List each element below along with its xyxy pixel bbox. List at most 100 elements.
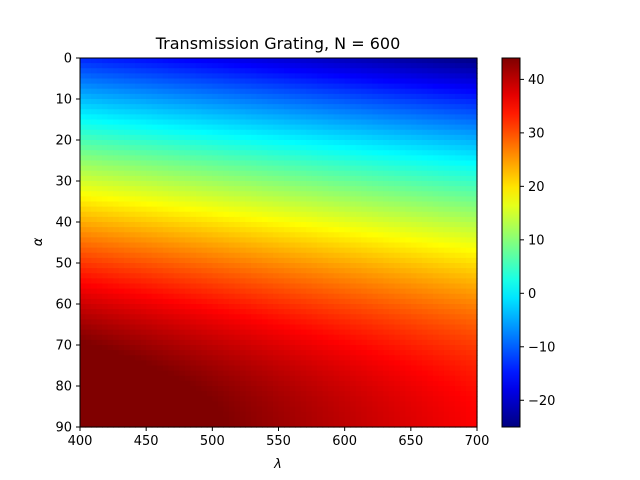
heatmap-cell — [416, 401, 423, 408]
heatmap-cell — [284, 365, 291, 372]
heatmap-cell — [168, 242, 175, 249]
heatmap-cell — [344, 247, 351, 254]
heatmap-cell — [311, 263, 318, 269]
heatmap-cell — [465, 334, 473, 341]
heatmap-cell — [449, 242, 456, 249]
heatmap-cell — [195, 283, 202, 290]
heatmap-cell — [438, 109, 445, 115]
heatmap-cell — [107, 350, 114, 356]
heatmap-cell — [405, 319, 412, 326]
heatmap-cell — [256, 78, 263, 85]
heatmap-cell — [366, 288, 373, 295]
heatmap-cell — [91, 411, 98, 418]
heatmap-cell — [96, 155, 103, 162]
heatmap-cell — [339, 401, 346, 408]
heatmap-cell — [179, 283, 186, 290]
heatmap-cell — [190, 191, 197, 197]
heatmap-cell — [85, 181, 92, 187]
heatmap-cell — [256, 283, 263, 290]
heatmap-cell — [416, 109, 423, 115]
heatmap-cell — [366, 93, 373, 100]
heatmap-cell — [350, 232, 357, 238]
heatmap-cell — [102, 273, 109, 279]
heatmap-cell — [355, 237, 362, 244]
heatmap-cell — [234, 73, 241, 80]
heatmap-cell — [339, 293, 346, 300]
heatmap-cell — [267, 191, 274, 197]
heatmap-cell — [394, 129, 401, 136]
heatmap-cell — [366, 78, 373, 85]
heatmap-cell — [157, 73, 164, 80]
heatmap-cell — [438, 401, 445, 408]
heatmap-cell — [212, 99, 219, 105]
heatmap-cell — [311, 329, 318, 336]
heatmap-cell — [361, 109, 368, 115]
heatmap-cell — [91, 365, 98, 372]
heatmap-cell — [146, 304, 153, 310]
heatmap-cell — [443, 355, 451, 361]
heatmap-cell — [377, 206, 384, 213]
heatmap-cell — [350, 329, 357, 336]
heatmap-cell — [344, 104, 351, 110]
heatmap-cell — [96, 222, 103, 228]
heatmap-cell — [438, 119, 445, 126]
heatmap-cell — [465, 68, 473, 74]
heatmap-cell — [107, 83, 114, 90]
heatmap-cell — [284, 114, 291, 121]
heatmap-cell — [278, 93, 285, 100]
heatmap-cell — [465, 181, 473, 187]
heatmap-cell — [443, 211, 451, 218]
heatmap-cell — [344, 242, 351, 249]
heatmap-cell — [322, 288, 329, 295]
heatmap-cell — [272, 155, 280, 162]
heatmap-cell — [289, 237, 296, 244]
heatmap-cell — [80, 196, 87, 203]
heatmap-cell — [190, 396, 197, 402]
heatmap-cell — [306, 350, 313, 356]
heatmap-cell — [80, 222, 87, 228]
heatmap-cell — [206, 298, 213, 305]
heatmap-cell — [261, 181, 269, 187]
heatmap-cell — [124, 350, 131, 356]
heatmap-cell — [195, 206, 202, 213]
heatmap-cell — [306, 170, 313, 177]
heatmap-cell — [272, 386, 280, 392]
heatmap-cell — [261, 63, 269, 69]
heatmap-cell — [102, 109, 109, 115]
heatmap-cell — [471, 339, 478, 346]
heatmap-cell — [146, 175, 153, 182]
heatmap-cell — [151, 273, 158, 279]
heatmap-cell — [85, 411, 92, 418]
heatmap-cell — [432, 206, 439, 213]
heatmap-cell — [184, 396, 191, 402]
heatmap-cell — [168, 350, 175, 356]
heatmap-cell — [355, 324, 362, 331]
heatmap-cell — [454, 304, 462, 310]
heatmap-cell — [361, 93, 368, 100]
heatmap-cell — [91, 83, 98, 90]
heatmap-cell — [228, 324, 235, 331]
heatmap-cell — [195, 119, 202, 126]
heatmap-cell — [85, 175, 92, 182]
heatmap-cell — [383, 99, 390, 105]
heatmap-cell — [118, 298, 125, 305]
heatmap-cell — [184, 196, 191, 203]
heatmap-cell — [443, 191, 451, 197]
heatmap-cell — [311, 401, 318, 408]
heatmap-cell — [317, 386, 324, 392]
heatmap-cell — [443, 181, 451, 187]
heatmap-cell — [267, 58, 274, 64]
heatmap-cell — [306, 278, 313, 285]
heatmap-cell — [250, 268, 258, 274]
heatmap-cell — [162, 401, 169, 408]
heatmap-cell — [317, 350, 324, 356]
heatmap-cell — [102, 319, 109, 326]
heatmap-cell — [372, 109, 379, 115]
heatmap-cell — [195, 401, 202, 408]
heatmap-cell — [146, 58, 153, 64]
heatmap-cell — [339, 191, 346, 197]
heatmap-cell — [361, 370, 368, 377]
heatmap-cell — [322, 68, 329, 74]
heatmap-cell — [383, 232, 390, 238]
heatmap-cell — [179, 309, 186, 315]
